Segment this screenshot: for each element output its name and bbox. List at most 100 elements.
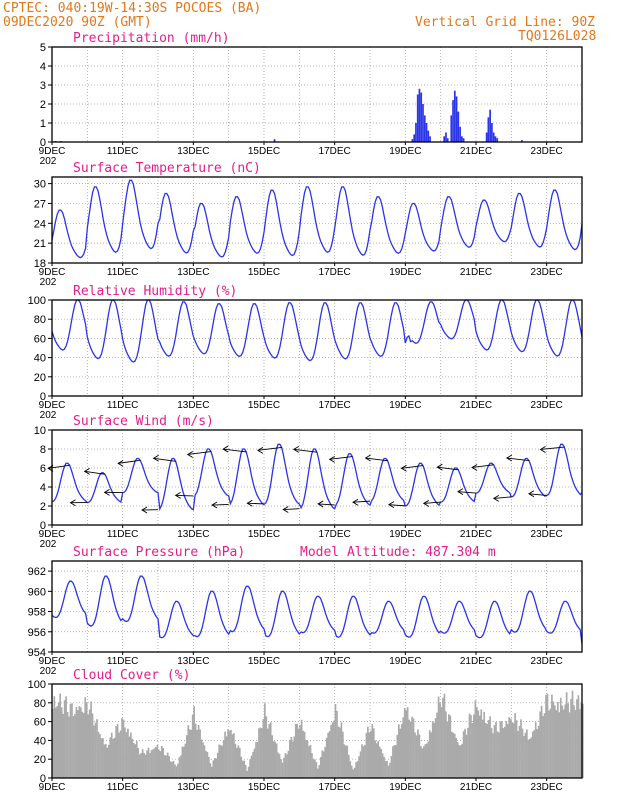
wind-vector [352,500,371,503]
pres-xtick-label: 11DEC [107,656,139,667]
cloud-bar [181,746,184,778]
cloud-bar [106,747,109,778]
temp-ytick-label: 30 [34,179,46,191]
cloud-bar [342,731,344,778]
cloud-bar [425,743,428,778]
cloud-bar [314,759,316,778]
cloud-bar [199,729,201,778]
rh-xtick-label: 23DEC [531,400,563,411]
pres-year-label: 202 [40,666,57,677]
cloud-bar [256,742,259,778]
cloud-bar [508,717,511,778]
cloud-bar [474,700,477,778]
wind-vector [329,456,353,460]
cloud-bar [211,766,213,778]
precip-bar [494,136,497,142]
cloud-bar [228,730,231,778]
rh-title: Relative Humidity (%) [73,284,237,299]
cloud-bar [54,707,57,778]
cloud-bar [249,759,251,778]
cloud-bar [539,711,541,778]
cloud-bar [156,744,159,778]
cloud-bar [197,724,200,778]
precip-bar [521,140,523,142]
cloud-bar [349,761,352,778]
cloud-bar [303,731,306,778]
cloud-bar [135,741,138,778]
precip-bar [496,138,499,142]
cloud-bar [216,752,219,778]
cloud-bar [206,751,209,778]
cloud-bar [146,750,148,778]
wind-vector-head [141,506,148,514]
cloud-bar [284,753,287,778]
cloud-bar [57,702,60,778]
cloud-bar [433,722,435,778]
cloud-bar [477,710,480,778]
pres-xtick-label: 19DEC [389,656,421,667]
cloud-bar [140,752,143,778]
cloud-bar [162,748,165,778]
wind-vector [401,465,424,469]
cloud-bar [238,747,241,778]
cloud-bar [255,742,257,778]
cloud-bar [281,762,284,778]
cloud-bar [524,732,527,778]
cloud-bar [582,703,584,778]
cloud-bar [297,728,300,778]
rh-xtick-label: 11DEC [107,400,139,411]
cloud-bar [53,696,56,778]
cloud-bar [347,754,350,778]
cloud-bar [384,760,387,778]
cloud-bar [213,758,216,778]
cloud-bar [450,731,453,778]
cloud-bar [327,732,329,778]
cloud-bar [315,762,318,778]
precip-panel: Precipitation (mm/h) 0 1 2 3 4 5 9DEC 11DEC 13DEC… [39,31,583,167]
cloud-bar [498,732,500,778]
cloud-bar [449,715,452,778]
cloud-bar [448,714,450,778]
cloud-bar [533,730,536,778]
temp-ytick-label: 24 [34,218,46,230]
cloud-bar [495,721,497,778]
cloud-bar [180,755,182,778]
cloud-bar [99,734,101,778]
pres-xtick-label: 23DEC [531,656,563,667]
temp-xtick-label: 11DEC [107,267,139,278]
cloud-bar [102,738,104,778]
cloud-bar [362,746,365,778]
wind-vector-head [282,506,289,513]
cloud-bar [241,760,244,778]
cloud-bar [356,761,359,778]
rh-panel: Relative Humidity (%) 0 20 40 60 80 100 9DEC 11D… [28,284,583,421]
temp-ytick-label: 18 [34,258,46,270]
cloud-bar [334,703,337,778]
pres-frame [51,560,583,653]
cloud-bar [558,712,561,778]
cloud-bar [283,757,285,778]
precip-bar [422,104,424,142]
precip-bar [429,136,431,142]
cloud-ytick-label: 40 [34,735,46,747]
cloud-bar [115,726,117,778]
pres-ytick-label: 962 [28,566,46,578]
cloud-bar [294,723,297,778]
precip-xtick-label: 17DEC [319,146,351,157]
cloud-bar [509,718,512,778]
cloud-xtick-label: 11DEC [107,782,139,793]
cloud-bar [372,728,375,778]
cloud-bar [514,713,516,778]
cloud-bar [272,741,275,778]
cloud-bar [174,764,176,778]
cloud-bar [378,746,381,778]
precip-bar [445,132,447,142]
cloud-bar [579,709,581,778]
wind-xtick-label: 13DEC [177,529,209,540]
cloud-bar [328,731,331,778]
cloud-bar [368,732,371,778]
cloud-bar [250,755,253,778]
cloud-bar [141,749,144,778]
cloud-bar [506,724,509,778]
cloud-bar [227,729,229,778]
